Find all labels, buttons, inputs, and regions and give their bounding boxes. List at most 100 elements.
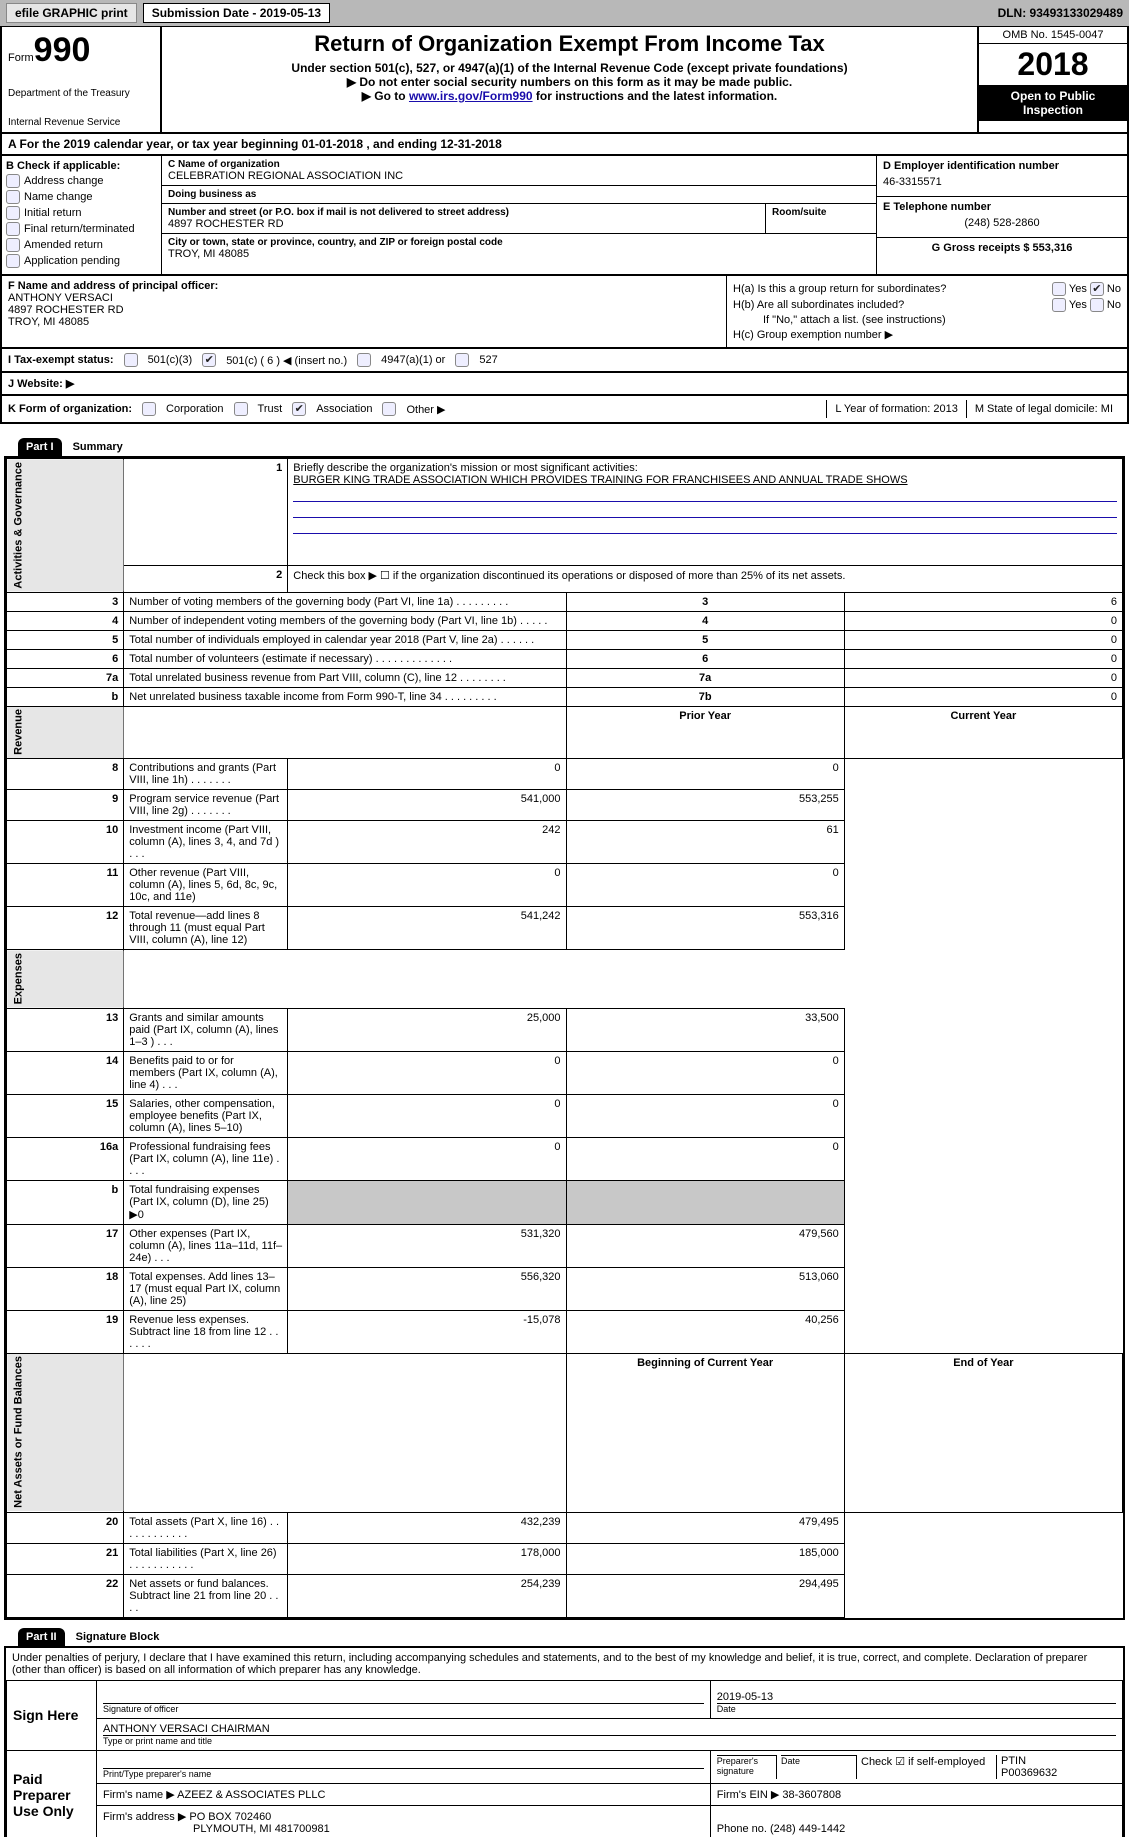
dba-label: Doing business as xyxy=(168,189,870,200)
firm-phone-label: Phone no. xyxy=(717,1823,767,1835)
ha-label: H(a) Is this a group return for subordin… xyxy=(733,283,946,295)
form-label: Form xyxy=(8,52,34,64)
efile-button[interactable]: efile GRAPHIC print xyxy=(6,3,137,23)
chk-b-label-4: Amended return xyxy=(24,239,103,251)
name-title-label: Type or print name and title xyxy=(103,1735,1116,1746)
ein-label: D Employer identification number xyxy=(883,160,1121,172)
side-netassets: Net Assets or Fund Balances xyxy=(7,1353,124,1512)
phone-label: E Telephone number xyxy=(883,201,1121,213)
ha-no[interactable] xyxy=(1090,282,1104,296)
firm-name: AZEEZ & ASSOCIATES PLLC xyxy=(177,1789,325,1801)
chk-b-label-5: Application pending xyxy=(24,255,120,267)
firm-addr: PO BOX 702460 xyxy=(189,1811,271,1823)
ha-yes[interactable] xyxy=(1052,282,1066,296)
chk-b-2[interactable] xyxy=(6,206,20,220)
firm-city: PLYMOUTH, MI 481700981 xyxy=(103,1823,330,1835)
section-f: F Name and address of principal officer:… xyxy=(2,276,727,347)
tax-status-row: I Tax-exempt status: 501(c)(3) 501(c) ( … xyxy=(0,349,1129,373)
section-b-header: B Check if applicable: xyxy=(6,160,157,172)
sign-here-label: Sign Here xyxy=(7,1680,97,1750)
chk-b-label-3: Final return/terminated xyxy=(24,223,135,235)
firm-addr-label: Firm's address ▶ xyxy=(103,1811,186,1823)
gross-receipts: G Gross receipts $ 553,316 xyxy=(883,242,1121,254)
officer-addr1: 4897 ROCHESTER RD xyxy=(8,304,720,316)
section-b: B Check if applicable: Address changeNam… xyxy=(2,156,162,274)
website-label: J Website: ▶ xyxy=(8,377,74,390)
officer-name-title: ANTHONY VERSACI CHAIRMAN xyxy=(103,1723,1116,1735)
prep-sig-label: Preparer's signature xyxy=(717,1755,776,1776)
subtitle-1: Under section 501(c), 527, or 4947(a)(1)… xyxy=(172,61,967,75)
officer-label: F Name and address of principal officer: xyxy=(8,280,720,292)
part1-tag: Part I xyxy=(18,438,62,456)
chk-501c[interactable] xyxy=(202,353,216,367)
room-label: Room/suite xyxy=(772,207,870,218)
chk-501c3[interactable] xyxy=(124,353,138,367)
part1-title: Summary xyxy=(65,438,131,456)
year-formation: L Year of formation: 2013 xyxy=(826,400,966,418)
top-bar: efile GRAPHIC print Submission Date - 20… xyxy=(0,0,1129,27)
hb-no[interactable] xyxy=(1090,298,1104,312)
sig-officer-label: Signature of officer xyxy=(103,1703,704,1714)
form-header: Form990 Department of the Treasury Inter… xyxy=(0,27,1129,134)
omb-number: OMB No. 1545-0047 xyxy=(979,27,1127,44)
tax-status-label: I Tax-exempt status: xyxy=(8,354,114,366)
submission-date: Submission Date - 2019-05-13 xyxy=(143,3,330,23)
form-title: Return of Organization Exempt From Incom… xyxy=(172,31,967,57)
line2-text: Check this box ▶ ☐ if the organization d… xyxy=(288,566,1123,592)
officer-name: ANTHONY VERSACI xyxy=(8,292,720,304)
org-name: CELEBRATION REGIONAL ASSOCIATION INC xyxy=(168,170,870,182)
info-grid: B Check if applicable: Address changeNam… xyxy=(0,156,1129,276)
korg-row: K Form of organization: Corporation Trus… xyxy=(0,396,1129,424)
firm-ein: 38-3607808 xyxy=(782,1789,841,1801)
open-inspection: Open to Public Inspection xyxy=(979,85,1127,121)
line1-label: Briefly describe the organization's miss… xyxy=(293,462,637,474)
chk-b-label-1: Name change xyxy=(24,191,93,203)
part2-title: Signature Block xyxy=(68,1628,168,1646)
hc-label: H(c) Group exemption number ▶ xyxy=(733,328,893,341)
side-revenue: Revenue xyxy=(7,706,124,759)
prep-name-label: Print/Type preparer's name xyxy=(103,1768,704,1779)
chk-corp[interactable] xyxy=(142,402,156,416)
chk-assoc[interactable] xyxy=(292,402,306,416)
chk-b-4[interactable] xyxy=(6,238,20,252)
street-value: 4897 ROCHESTER RD xyxy=(168,218,759,230)
current-year-header: Current Year xyxy=(844,706,1122,759)
chk-b-5[interactable] xyxy=(6,254,20,268)
firm-name-label: Firm's name ▶ xyxy=(103,1789,175,1801)
state-domicile: M State of legal domicile: MI xyxy=(966,400,1121,418)
side-governance: Activities & Governance xyxy=(7,459,124,593)
chk-b-1[interactable] xyxy=(6,190,20,204)
chk-trust[interactable] xyxy=(234,402,248,416)
chk-527[interactable] xyxy=(455,353,469,367)
part2-tag: Part II xyxy=(18,1628,65,1646)
city-label: City or town, state or province, country… xyxy=(168,237,870,248)
declaration-text: Under penalties of perjury, I declare th… xyxy=(6,1648,1123,1680)
mission-text: BURGER KING TRADE ASSOCIATION WHICH PROV… xyxy=(293,474,907,486)
omb-block: OMB No. 1545-0047 2018 Open to Public In… xyxy=(977,27,1127,132)
dln-label: DLN: 93493133029489 xyxy=(998,6,1123,20)
prep-date-label: Date xyxy=(781,1755,856,1766)
prior-year-header: Prior Year xyxy=(566,706,844,759)
signature-block: Under penalties of perjury, I declare th… xyxy=(4,1646,1125,1837)
chk-b-0[interactable] xyxy=(6,174,20,188)
chk-4947[interactable] xyxy=(357,353,371,367)
dept-irs: Internal Revenue Service xyxy=(8,117,154,128)
check-self: Check ☑ if self-employed xyxy=(861,1756,985,1768)
ein-value: 46-3315571 xyxy=(883,172,1121,192)
chk-other[interactable] xyxy=(382,402,396,416)
summary-table: Activities & Governance 1 Briefly descri… xyxy=(6,458,1123,1618)
hb-yes[interactable] xyxy=(1052,298,1066,312)
section-c: C Name of organization CELEBRATION REGIO… xyxy=(162,156,877,274)
irs-link[interactable]: www.irs.gov/Form990 xyxy=(409,89,533,103)
chk-b-3[interactable] xyxy=(6,222,20,236)
firm-phone: (248) 449-1442 xyxy=(770,1823,845,1835)
city-value: TROY, MI 48085 xyxy=(168,248,870,260)
form-id-block: Form990 Department of the Treasury Inter… xyxy=(2,27,162,132)
fh-row: F Name and address of principal officer:… xyxy=(0,276,1129,349)
subtitle-2: Do not enter social security numbers on … xyxy=(172,75,967,89)
hb-label: H(b) Are all subordinates included? xyxy=(733,299,904,311)
officer-addr2: TROY, MI 48085 xyxy=(8,316,720,328)
sig-date: 2019-05-13 xyxy=(717,1691,1116,1703)
subtitle-3: Go to www.irs.gov/Form990 for instructio… xyxy=(172,89,967,103)
form-number: 990 xyxy=(34,31,91,69)
